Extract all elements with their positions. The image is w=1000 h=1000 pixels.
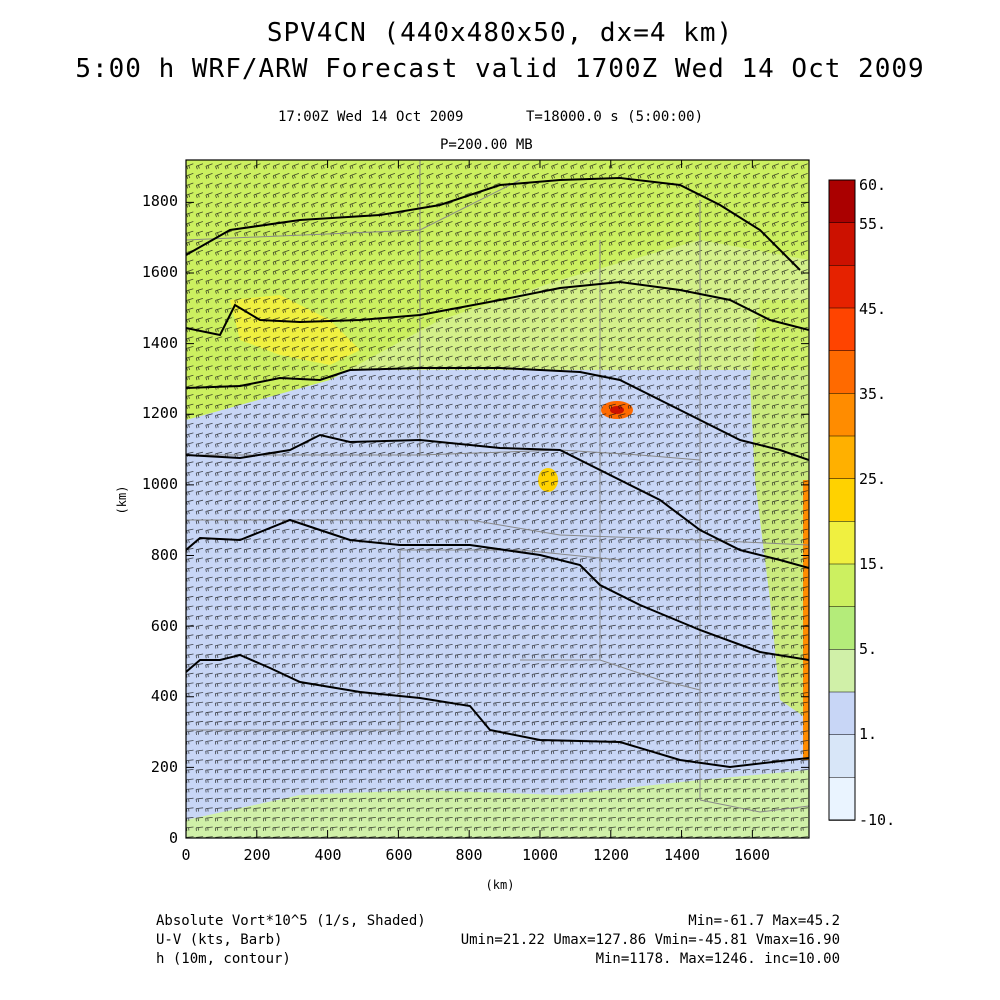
colorbar-cell [828,478,856,523]
height-contours [186,176,809,769]
border-line [699,799,809,813]
colorbar-label: -10. [859,811,895,829]
colorbar-cell [828,307,856,352]
vort-green-south [186,770,809,838]
valid-time: 17:00Z Wed 14 Oct 2009 [278,109,464,125]
y-tick-label: 0 [169,829,178,847]
y-tick-label: 800 [151,546,178,564]
colorbar-label: 1. [859,725,877,743]
colorbar-cells [828,179,856,821]
x-tick-label: 1400 [664,846,700,864]
colorbar-label: 45. [859,300,886,318]
height-contour [186,518,809,661]
colorbar-cell [828,179,856,224]
colorbar: 60. 55. 45. 35. 25. 15. 5. 1. -10. [828,176,895,829]
footer-vorticity-label: Absolute Vort*10^5 (1/s, Shaded) [156,913,426,929]
x-tick-label: 0 [181,846,190,864]
colorbar-cell [828,606,856,651]
state-borders [186,160,809,813]
colorbar-cell [828,521,856,565]
vort-max-core [610,406,624,414]
colorbar-cell [828,265,856,309]
title-line-2: 5:00 h WRF/ARW Forecast valid 1700Z Wed … [75,54,925,84]
x-tick-label: 1000 [522,846,558,864]
y-tick-label: 1600 [142,263,178,281]
footer-height-stats: Min=1178. Max=1246. inc=10.00 [595,951,840,967]
colorbar-frame [828,179,856,821]
vort-yellow-spot [538,468,558,492]
x-tick-label: 1600 [734,846,770,864]
x-tick-labels: 0 200 400 600 800 1000 1200 1400 1600 [181,846,770,864]
colorbar-cell [828,777,856,821]
y-tick-label: 200 [151,758,178,776]
x-tick-label: 200 [243,846,270,864]
colorbar-cell [828,649,856,693]
x-tick-label: 1200 [593,846,629,864]
height-contour [186,176,801,271]
axis-ticks [185,160,809,839]
colorbar-cell [828,393,856,437]
x-tick-label: 600 [385,846,412,864]
plot-frame [185,159,810,839]
vort-east-edge [803,480,809,760]
height-contour [186,433,809,569]
border-line [186,549,621,731]
colorbar-label: 5. [859,640,877,658]
x-tick-label: 400 [314,846,341,864]
height-contour [186,367,809,461]
pressure-level: P=200.00 MB [440,137,533,153]
border-line [520,659,701,691]
y-tick-label: 1400 [142,334,178,352]
colorbar-label: 60. [859,176,886,194]
footer-height-label: h (10m, contour) [156,951,291,967]
colorbar-label: 35. [859,385,886,403]
y-tick-label: 400 [151,687,178,705]
colorbar-labels: 60. 55. 45. 35. 25. 15. 5. 1. -10. [859,176,895,829]
y-tick-label: 1800 [142,192,178,210]
footer-wind-label: U-V (kts, Barb) [156,932,283,948]
colorbar-cell [828,691,856,736]
x-axis-label: (km) [486,878,515,892]
y-tick-label: 600 [151,617,178,635]
colorbar-cell [828,734,856,779]
plot-area [185,159,810,839]
colorbar-cell [828,563,856,608]
colorbar-cell [828,435,856,480]
footer-wind-stats: Umin=21.22 Umax=127.86 Vmin=-45.81 Vmax=… [460,932,840,948]
simulation-time: T=18000.0 s (5:00:00) [526,109,704,125]
colorbar-label: 25. [859,470,886,488]
colorbar-label: 55. [859,215,886,233]
y-axis-label: (km) [115,486,129,515]
footer-vorticity-stats: Min=-61.7 Max=45.2 [688,913,840,929]
height-contour [186,280,809,337]
y-tick-labels: 0 200 400 600 800 1000 1200 1400 1600 18… [142,192,178,847]
border-line [186,519,809,546]
x-tick-label: 800 [455,846,482,864]
y-tick-label: 1200 [142,404,178,422]
colorbar-cell [828,350,856,395]
border-line [186,179,521,241]
colorbar-cell [828,222,856,267]
height-contour [186,653,809,769]
y-tick-label: 1000 [142,475,178,493]
title-line-1: SPV4CN (440x480x50, dx=4 km) [266,18,734,48]
colorbar-label: 15. [859,555,886,573]
